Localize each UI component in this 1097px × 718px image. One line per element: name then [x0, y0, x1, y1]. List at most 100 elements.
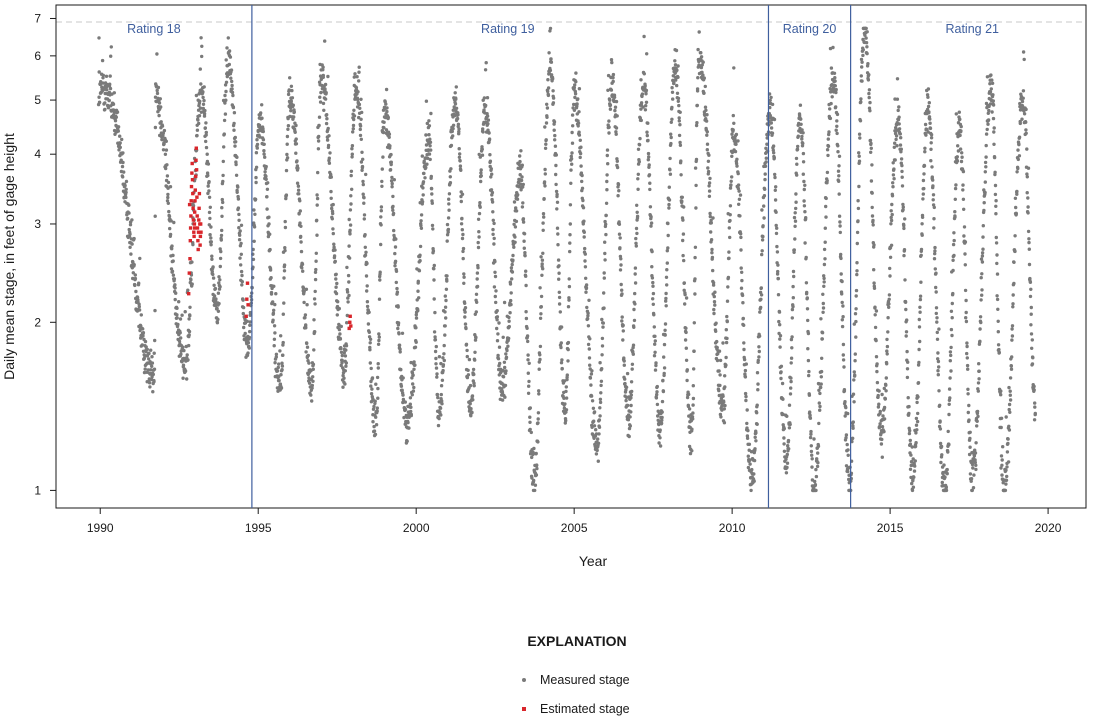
measured-stage-point — [527, 361, 531, 365]
measured-stage-point — [570, 113, 575, 117]
measured-stage-point — [1008, 393, 1012, 397]
measured-stage-point — [792, 215, 797, 220]
measured-stage-point — [1008, 389, 1012, 393]
measured-stage-point — [391, 211, 396, 216]
measured-stage-point — [459, 222, 464, 226]
measured-stage-point — [224, 80, 229, 85]
measured-stage-point — [799, 122, 803, 127]
measured-stage-point — [282, 269, 287, 273]
measured-stage-point — [1030, 362, 1035, 366]
measured-stage-point — [289, 84, 294, 89]
measured-stage-point — [607, 131, 611, 135]
measured-stage-point — [261, 129, 265, 134]
measured-stage-point — [1026, 229, 1031, 234]
measured-stage-point — [1016, 166, 1020, 171]
measured-stage-point — [776, 269, 780, 274]
x-axis-title: Year — [579, 553, 608, 569]
measured-stage-point — [471, 398, 475, 402]
measured-stage-point — [283, 225, 288, 230]
measured-stage-point — [647, 155, 651, 159]
measured-stage-point — [867, 106, 872, 110]
measured-stage-point — [662, 355, 666, 359]
measured-stage-point — [993, 192, 998, 197]
measured-stage-point — [800, 134, 804, 139]
measured-stage-point — [825, 170, 830, 175]
measured-stage-point — [358, 106, 362, 111]
measured-stage-point — [1033, 401, 1037, 405]
measured-stage-point — [853, 359, 857, 363]
y-tick-label: 5 — [34, 93, 41, 107]
measured-stage-point — [978, 327, 982, 331]
measured-stage-point — [859, 57, 864, 62]
measured-stage-point — [963, 263, 967, 267]
measured-stage-point — [443, 305, 448, 309]
measured-stage-point — [365, 289, 369, 293]
measured-stage-point — [464, 326, 468, 331]
measured-stage-point — [568, 203, 573, 207]
measured-stage-point — [634, 241, 638, 245]
measured-stage-point — [884, 389, 888, 393]
measured-stage-point — [973, 451, 978, 455]
measured-stage-point — [772, 151, 776, 155]
measured-stage-point — [759, 297, 763, 301]
measured-stage-point — [916, 381, 921, 385]
measured-stage-point — [294, 142, 299, 146]
measured-stage-point — [521, 220, 526, 224]
measured-stage-point — [436, 395, 440, 400]
measured-stage-point — [957, 110, 961, 114]
measured-stage-point — [1005, 474, 1009, 479]
measured-stage-point — [440, 399, 444, 403]
measured-stage-point — [752, 458, 757, 463]
measured-stage-point — [882, 417, 887, 421]
measured-stage-point — [241, 298, 245, 302]
measured-stage-point — [166, 201, 170, 205]
measured-stage-point — [557, 264, 561, 268]
measured-stage-point — [1004, 478, 1009, 482]
measured-stage-point — [443, 310, 447, 314]
measured-stage-point — [294, 123, 298, 128]
measured-stage-point — [887, 302, 891, 306]
measured-stage-point — [163, 152, 168, 156]
measured-stage-point — [181, 376, 185, 380]
measured-stage-point — [224, 98, 228, 102]
measured-stage-point — [708, 176, 712, 181]
measured-stage-point — [141, 327, 145, 331]
measured-stage-point — [261, 138, 266, 142]
measured-stage-point — [371, 407, 376, 411]
measured-stage-point — [834, 105, 838, 109]
measured-stage-point — [723, 403, 727, 408]
measured-stage-point — [619, 263, 623, 267]
measured-stage-point — [699, 51, 703, 55]
measured-stage-point — [961, 183, 965, 187]
measured-stage-point — [837, 192, 841, 196]
measured-stage-point — [1008, 376, 1013, 380]
measured-stage-point — [410, 393, 414, 397]
measured-stage-point — [596, 437, 600, 441]
measured-stage-point — [814, 488, 818, 493]
measured-stage-point — [316, 147, 321, 151]
measured-stage-point — [794, 206, 798, 211]
measured-stage-point — [418, 253, 422, 257]
measured-stage-point — [893, 158, 897, 162]
measured-stage-point — [157, 101, 162, 105]
measured-stage-point — [928, 117, 932, 121]
measured-stage-point — [445, 239, 449, 243]
measured-stage-point — [515, 197, 520, 201]
measured-stage-point — [372, 429, 377, 433]
measured-stage-point — [685, 378, 689, 383]
measured-stage-point — [699, 65, 704, 70]
measured-stage-point — [206, 184, 210, 188]
measured-stage-point — [643, 84, 647, 88]
measured-stage-point — [454, 106, 459, 111]
measured-stage-point — [974, 463, 978, 467]
measured-stage-point — [598, 397, 603, 401]
measured-stage-point — [141, 334, 145, 338]
measured-stage-point — [956, 149, 961, 153]
measured-stage-point — [787, 447, 791, 451]
measured-stage-point — [443, 324, 447, 328]
measured-stage-point — [103, 101, 107, 105]
measured-stage-point — [368, 361, 372, 365]
measured-stage-point — [987, 104, 991, 109]
measured-stage-point — [793, 211, 797, 215]
estimated-stage-point — [244, 314, 248, 318]
